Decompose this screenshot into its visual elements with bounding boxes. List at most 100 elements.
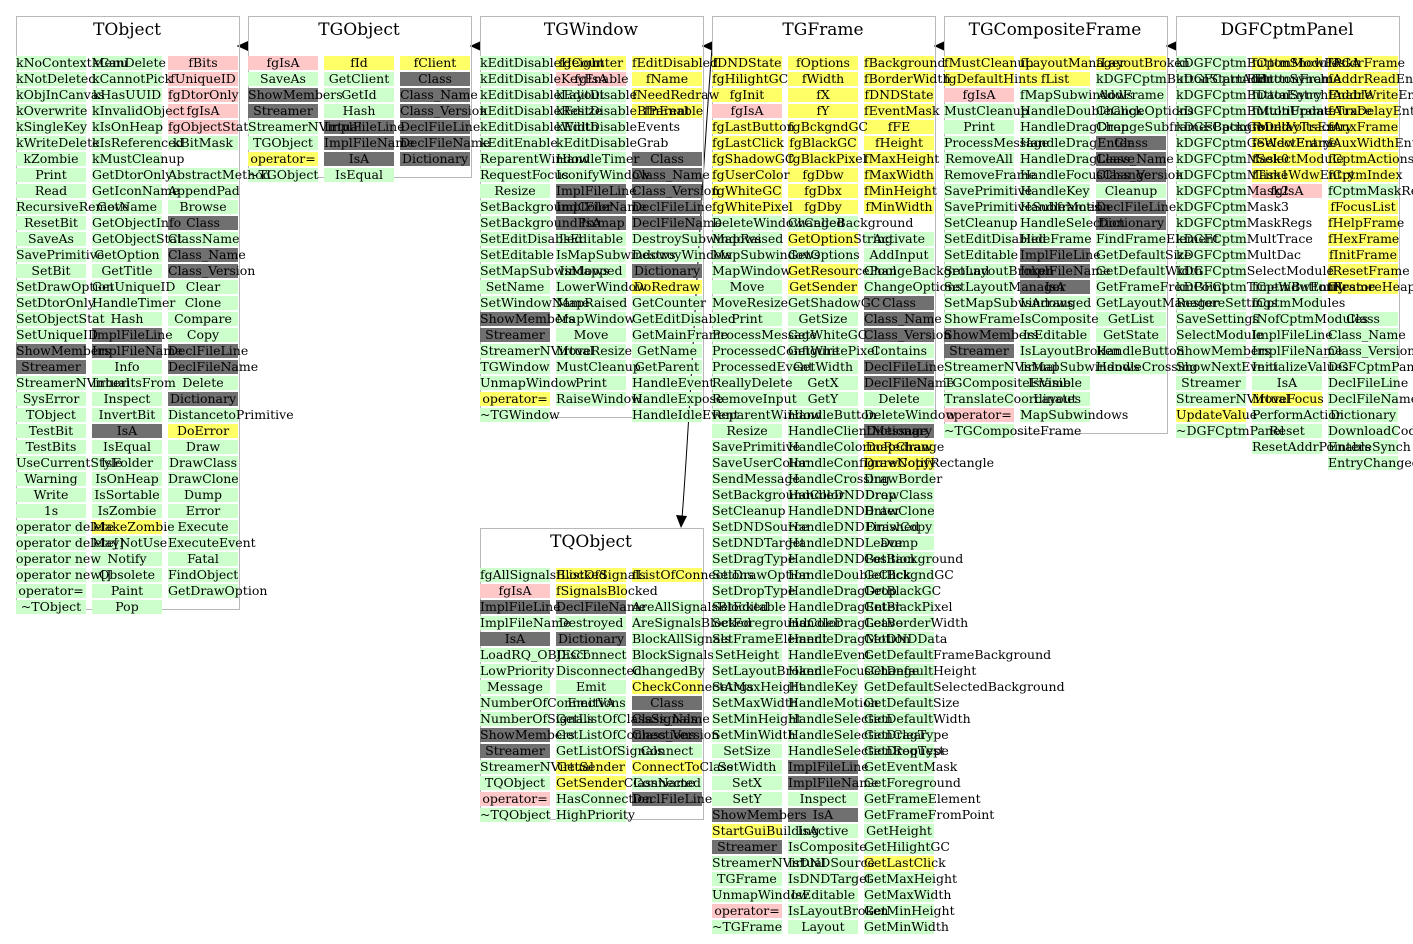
member-member[interactable]: fListOfConnections bbox=[632, 568, 754, 582]
member-method[interactable]: ProcessMessage bbox=[712, 328, 817, 342]
member-method[interactable]: fMapSubwindows bbox=[1020, 88, 1133, 102]
member-method[interactable]: SetEditDisabled bbox=[480, 232, 582, 246]
member-method[interactable]: HandleDragDrop bbox=[1020, 120, 1129, 134]
member-method[interactable]: GetOption bbox=[92, 248, 162, 262]
member-method[interactable]: IsLayoutBroken bbox=[788, 904, 888, 918]
member-method[interactable]: LoadRQ_OBJECT bbox=[480, 648, 589, 662]
member-method[interactable]: IsMapSubwindows bbox=[556, 248, 676, 262]
member-method[interactable]: GetY bbox=[788, 392, 858, 406]
member-method[interactable]: InitializeValues bbox=[1252, 360, 1349, 374]
member-method[interactable]: StreamerNVirtual bbox=[944, 360, 1058, 374]
member-dictionary[interactable]: Dictionary bbox=[556, 632, 626, 646]
member-method[interactable]: GetOptions bbox=[788, 248, 860, 262]
member-method[interactable]: GetState bbox=[1096, 328, 1166, 342]
member-method[interactable]: IsLayoutBroken bbox=[1020, 344, 1120, 358]
member-method[interactable]: SetHeight bbox=[712, 648, 782, 662]
member-member[interactable]: fCptmIndex bbox=[1328, 168, 1403, 182]
member-method[interactable]: HandleButton bbox=[788, 408, 877, 422]
member-method[interactable]: NumberOfSignals bbox=[480, 712, 594, 726]
member-method[interactable]: HasConnection bbox=[556, 792, 653, 806]
member-method[interactable]: HandleDNDEnter bbox=[788, 504, 900, 518]
member-method[interactable]: GetBackground bbox=[864, 552, 963, 566]
member-method[interactable]: kInvalidObject bbox=[92, 104, 185, 118]
member-member[interactable]: fAuxWidthEntry bbox=[1328, 136, 1413, 150]
member-member[interactable]: fFE bbox=[864, 120, 934, 134]
member-method[interactable]: GetDefaultWidth bbox=[1096, 264, 1203, 278]
member-method[interactable]: Emit bbox=[556, 680, 626, 694]
member-method[interactable]: IsEqual bbox=[92, 440, 162, 454]
member-method[interactable]: ClassName bbox=[168, 232, 239, 246]
member-method[interactable]: AddFrame bbox=[1096, 88, 1166, 102]
member-method[interactable]: SetDNDSource bbox=[712, 520, 808, 534]
member-dictionary[interactable]: Class_Version bbox=[1096, 168, 1183, 182]
member-method[interactable]: GetBlackGC bbox=[864, 584, 941, 598]
member-method[interactable]: IsVisible bbox=[1020, 376, 1090, 390]
member-method[interactable]: kDGFCptmMultTrace bbox=[1176, 232, 1313, 246]
member-method[interactable]: fMultiFrame bbox=[1252, 104, 1332, 118]
member-member[interactable]: GetSender bbox=[788, 280, 858, 294]
member-member[interactable]: GetLastClick bbox=[864, 856, 946, 870]
member-method[interactable]: AppendPad bbox=[168, 184, 240, 198]
member-method[interactable]: IsSortable bbox=[92, 488, 162, 502]
member-method[interactable]: InheritsFrom bbox=[92, 376, 176, 390]
member-method[interactable]: HandleEvent bbox=[632, 376, 714, 390]
member-method[interactable]: HandleFocusChange bbox=[788, 664, 919, 678]
member-method[interactable]: DeleteWindow bbox=[864, 408, 956, 422]
member-method[interactable]: kObjInCanvas bbox=[16, 88, 105, 102]
member-method[interactable]: Disconnected bbox=[556, 664, 642, 678]
member-method[interactable]: ProcessedEvent bbox=[712, 360, 813, 374]
member-method[interactable]: HandleDragLeave bbox=[1020, 152, 1135, 166]
member-member[interactable]: fgShadowGC bbox=[712, 152, 794, 166]
member-method[interactable]: SetEditDisabled bbox=[944, 232, 1046, 246]
member-method[interactable]: Print bbox=[712, 312, 782, 326]
member-dictionary[interactable]: Dictionary bbox=[400, 152, 470, 166]
member-enum[interactable]: fgIsA bbox=[556, 72, 626, 86]
member-method[interactable]: Info bbox=[92, 360, 162, 374]
member-method[interactable]: TGFrame bbox=[712, 872, 782, 886]
member-method[interactable]: MoveResize bbox=[556, 344, 632, 358]
member-method[interactable]: GetDtorOnly bbox=[92, 168, 172, 182]
member-method[interactable]: Inspect bbox=[788, 792, 858, 806]
member-method[interactable]: GetName bbox=[92, 200, 162, 214]
member-method[interactable]: ~TQObject bbox=[480, 808, 551, 822]
member-dictionary[interactable]: DeclFileName bbox=[864, 376, 954, 390]
member-member[interactable]: operator= bbox=[248, 152, 318, 166]
member-member[interactable]: operator= bbox=[480, 392, 550, 406]
member-method[interactable]: MapRaised bbox=[556, 296, 627, 310]
member-method[interactable]: SysError bbox=[16, 392, 86, 406]
member-method[interactable]: IsComposite bbox=[1020, 312, 1099, 326]
member-member[interactable]: fY bbox=[788, 104, 858, 118]
member-method[interactable]: Reset bbox=[1252, 424, 1322, 438]
member-method[interactable]: GetForeground bbox=[864, 776, 961, 790]
member-dictionary[interactable]: Dictionary bbox=[1096, 216, 1166, 230]
member-method[interactable]: EmitVA bbox=[556, 696, 626, 710]
member-method[interactable]: HandleDNDFinished bbox=[788, 520, 919, 534]
member-method[interactable]: HandleTimer bbox=[92, 296, 175, 310]
member-member[interactable]: GetResourcePool bbox=[788, 264, 897, 278]
member-method[interactable]: HandleDragMotion bbox=[788, 632, 910, 646]
member-method[interactable]: AreAllSignalsBlocked bbox=[632, 600, 769, 614]
member-member[interactable]: fClient bbox=[400, 56, 470, 70]
member-member[interactable]: fgHilightGC bbox=[712, 72, 788, 86]
member-method[interactable]: GetDNDData bbox=[864, 632, 947, 646]
member-method[interactable]: SetMinHeight bbox=[712, 712, 801, 726]
member-dictionary[interactable]: IsA bbox=[788, 808, 858, 822]
member-member[interactable]: GetOptionString bbox=[788, 232, 893, 246]
member-method[interactable]: BlockAllSignals bbox=[632, 632, 731, 646]
member-method[interactable]: IsEditable bbox=[556, 232, 626, 246]
member-method[interactable]: kCannotPick bbox=[92, 72, 172, 86]
member-method[interactable]: ResetAddrPointers bbox=[1252, 440, 1371, 454]
member-method[interactable]: SavePrimitive bbox=[16, 248, 104, 262]
member-method[interactable]: GetTitle bbox=[92, 264, 162, 278]
member-method[interactable]: SetWidth bbox=[712, 760, 782, 774]
member-method[interactable]: HandleButton bbox=[1096, 344, 1185, 358]
member-method[interactable]: StreamerNVirtual bbox=[712, 856, 826, 870]
member-method[interactable]: TGObject bbox=[248, 136, 318, 150]
member-method[interactable]: ~TGObject bbox=[248, 168, 318, 182]
member-member[interactable]: fAuxDelayEntry bbox=[1328, 104, 1413, 118]
member-method[interactable]: fgAllSignalsBlocked bbox=[480, 568, 607, 582]
member-member[interactable]: fSelectModule bbox=[1252, 152, 1344, 166]
member-enum[interactable]: fgObjectStat bbox=[168, 120, 248, 134]
member-method[interactable]: HandleCrossing bbox=[1096, 360, 1198, 374]
member-method[interactable]: HideFrame bbox=[1020, 232, 1092, 246]
